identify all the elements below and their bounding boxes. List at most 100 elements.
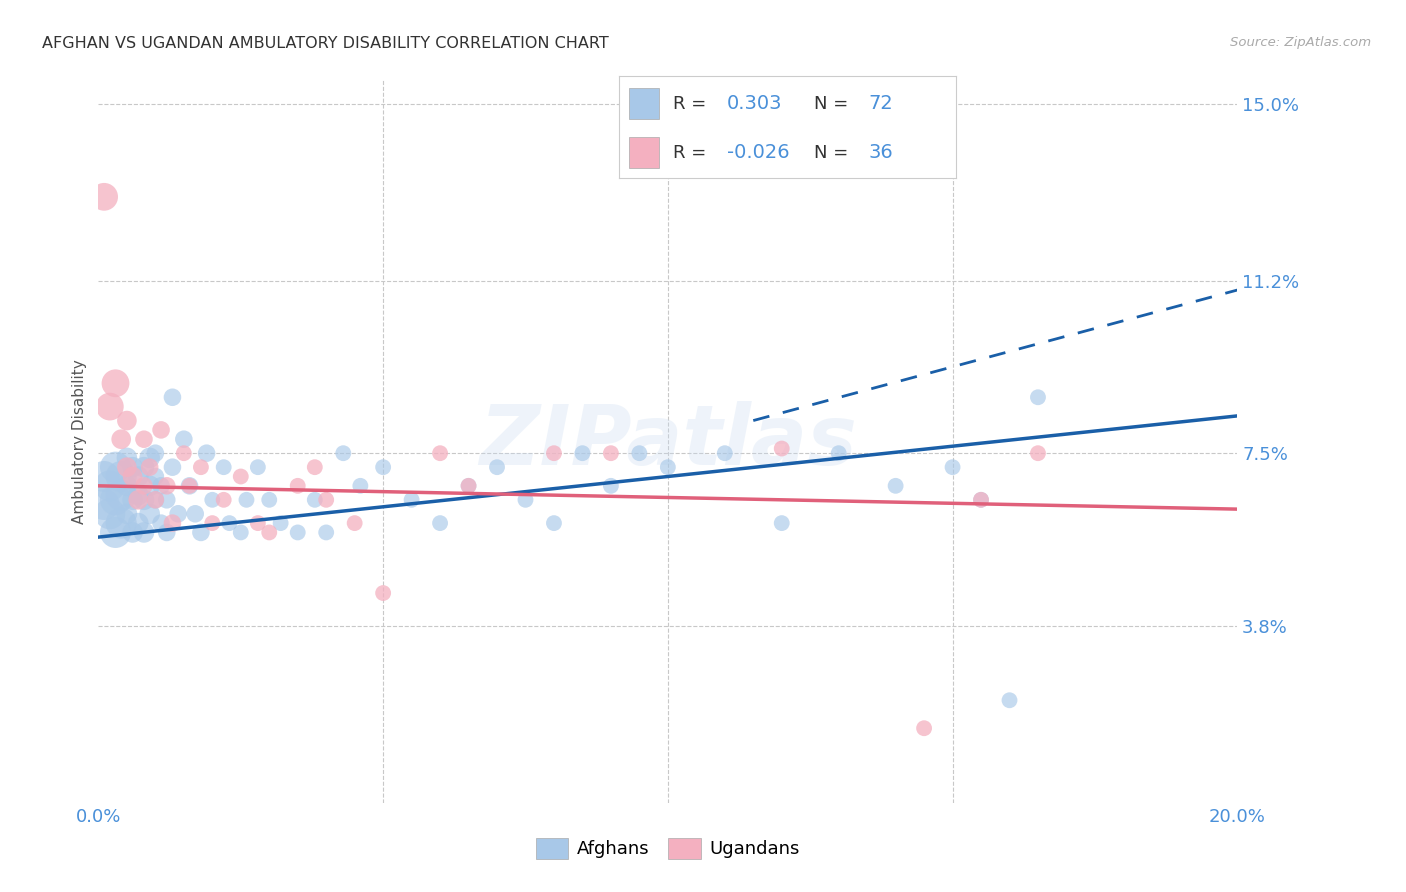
Point	[259, 492, 281, 507]
Text: -0.026: -0.026	[727, 144, 789, 162]
Point	[912, 721, 935, 735]
Point	[104, 525, 127, 540]
Point	[600, 479, 623, 493]
Point	[212, 460, 235, 475]
Point	[942, 460, 965, 475]
Point	[156, 479, 179, 493]
Point	[93, 498, 115, 512]
Point	[457, 479, 479, 493]
Point	[132, 525, 155, 540]
Point	[543, 516, 565, 530]
Point	[970, 492, 993, 507]
Point	[127, 488, 149, 502]
Point	[229, 469, 252, 483]
Point	[138, 450, 160, 465]
Point	[138, 479, 160, 493]
Point	[138, 460, 160, 475]
Text: N =: N =	[814, 144, 855, 161]
Point	[115, 507, 138, 521]
Point	[1026, 446, 1049, 460]
Point	[884, 479, 907, 493]
Point	[235, 492, 257, 507]
Y-axis label: Ambulatory Disability: Ambulatory Disability	[72, 359, 87, 524]
Point	[970, 492, 993, 507]
Point	[287, 479, 309, 493]
Point	[156, 525, 179, 540]
Point	[600, 446, 623, 460]
Point	[127, 469, 149, 483]
Point	[145, 492, 167, 507]
Point	[173, 446, 195, 460]
Point	[571, 446, 593, 460]
Point	[93, 190, 115, 204]
Point	[156, 492, 179, 507]
Point	[315, 492, 337, 507]
Point	[212, 492, 235, 507]
Point	[190, 460, 212, 475]
Point	[150, 516, 173, 530]
Point	[486, 460, 509, 475]
Point	[145, 469, 167, 483]
Point	[162, 390, 184, 404]
Point	[246, 516, 269, 530]
Point	[104, 492, 127, 507]
Point	[110, 488, 132, 502]
Point	[138, 507, 160, 521]
Text: R =: R =	[672, 144, 711, 161]
Point	[145, 492, 167, 507]
Point	[173, 432, 195, 446]
Point	[110, 469, 132, 483]
Point	[332, 446, 354, 460]
Point	[770, 516, 793, 530]
Point	[401, 492, 423, 507]
Point	[429, 516, 451, 530]
Point	[259, 525, 281, 540]
Point	[828, 446, 851, 460]
Point	[201, 492, 224, 507]
Point	[121, 525, 143, 540]
Point	[179, 479, 201, 493]
Text: ZIPatlas: ZIPatlas	[479, 401, 856, 482]
Point	[657, 460, 679, 475]
Point	[429, 446, 451, 460]
Point	[121, 492, 143, 507]
Point	[218, 516, 240, 530]
Point	[150, 479, 173, 493]
FancyBboxPatch shape	[628, 137, 659, 168]
Point	[998, 693, 1021, 707]
Point	[115, 450, 138, 465]
Point	[110, 516, 132, 530]
Point	[93, 469, 115, 483]
Point	[104, 460, 127, 475]
Point	[132, 479, 155, 493]
Point	[184, 507, 207, 521]
Point	[714, 446, 737, 460]
Point	[543, 446, 565, 460]
Point	[98, 507, 121, 521]
Point	[150, 423, 173, 437]
Point	[201, 516, 224, 530]
Point	[104, 376, 127, 391]
Text: Source: ZipAtlas.com: Source: ZipAtlas.com	[1230, 36, 1371, 49]
Text: 0.303: 0.303	[727, 94, 782, 113]
Point	[1026, 390, 1049, 404]
Point	[121, 469, 143, 483]
Point	[167, 507, 190, 521]
Point	[127, 516, 149, 530]
Point	[770, 442, 793, 456]
Point	[343, 516, 366, 530]
Point	[162, 516, 184, 530]
Point	[304, 460, 326, 475]
Point	[195, 446, 218, 460]
Point	[162, 460, 184, 475]
Point	[132, 460, 155, 475]
Point	[98, 479, 121, 493]
Point	[373, 460, 395, 475]
Point	[127, 492, 149, 507]
Point	[246, 460, 269, 475]
Point	[315, 525, 337, 540]
Point	[98, 400, 121, 414]
Point	[121, 460, 143, 475]
Point	[628, 446, 651, 460]
Point	[110, 432, 132, 446]
